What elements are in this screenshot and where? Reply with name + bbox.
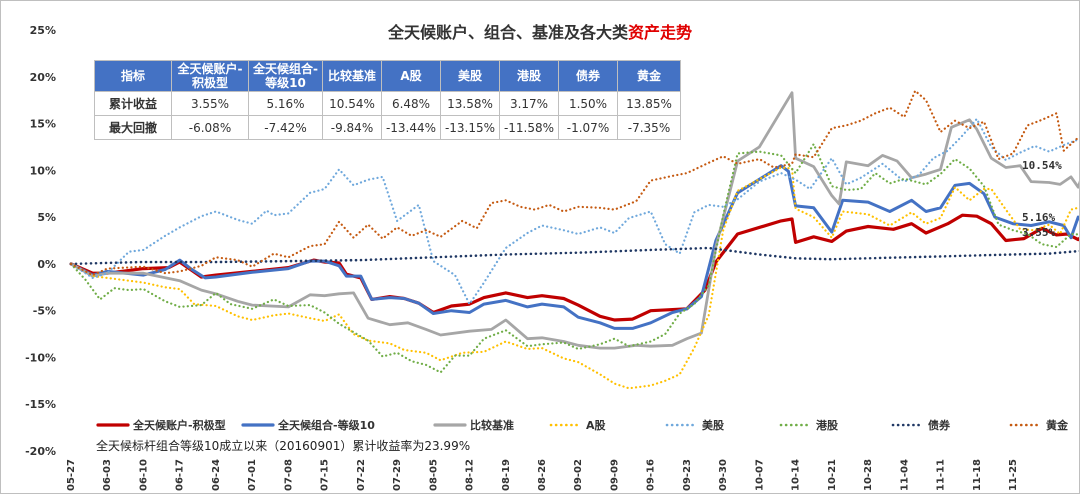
x-tick-label: 07-29 bbox=[392, 459, 403, 491]
x-tick-label: 11-25 bbox=[1008, 459, 1019, 491]
x-tick-label: 06-24 bbox=[211, 459, 222, 491]
series-line-1 bbox=[69, 164, 1079, 330]
stats-cell: -13.15% bbox=[440, 115, 500, 140]
stats-header-row: 指标 全天候账户-积极型 全天候组合-等级10 比较基准 A股 美股 港股 债券… bbox=[94, 60, 681, 92]
stats-cell: 6.48% bbox=[381, 91, 441, 116]
stats-col-header: 黄金 bbox=[617, 60, 681, 92]
series-line-0 bbox=[69, 213, 1079, 322]
y-tick-label: 5% bbox=[37, 211, 56, 224]
stats-cell: -7.35% bbox=[617, 115, 681, 140]
series-line-4 bbox=[69, 117, 1079, 306]
x-tick-label: 07-15 bbox=[320, 459, 331, 491]
y-tick-label: -15% bbox=[25, 398, 56, 411]
stats-cell: -7.42% bbox=[248, 115, 323, 140]
x-tick-label: 10-07 bbox=[754, 459, 765, 491]
y-tick-label: 15% bbox=[30, 118, 56, 131]
stats-cell: 5.16% bbox=[248, 91, 323, 116]
x-tick-label: 08-19 bbox=[501, 459, 512, 491]
series-line-6 bbox=[69, 246, 1079, 266]
y-tick-label: -10% bbox=[25, 351, 56, 364]
legend-label: 美股 bbox=[702, 418, 725, 432]
series-line-3 bbox=[69, 166, 1079, 390]
y-tick-label: 20% bbox=[30, 71, 56, 84]
chart-title-main: 全天候账户、组合、基准及各大类 bbox=[387, 23, 628, 42]
stats-cell: 10.54% bbox=[322, 91, 382, 116]
stats-row-label: 最大回撤 bbox=[94, 115, 172, 140]
legend-label: 全天候组合-等级10 bbox=[277, 418, 375, 432]
x-tick-label: 11-18 bbox=[972, 459, 983, 491]
series-line-7 bbox=[69, 89, 1079, 277]
chart-title: 全天候账户、组合、基准及各大类资产走势 bbox=[1, 19, 1079, 43]
stats-table: 指标 全天候账户-积极型 全天候组合-等级10 比较基准 A股 美股 港股 债券… bbox=[94, 60, 681, 140]
series-line-2 bbox=[69, 91, 1079, 350]
end-value-label: 5.16% bbox=[1022, 211, 1055, 224]
stats-cell: -11.58% bbox=[499, 115, 559, 140]
y-tick-label: 10% bbox=[30, 164, 56, 177]
legend-label: 债券 bbox=[928, 418, 951, 432]
y-tick-label: 25% bbox=[30, 24, 56, 37]
chart-title-accent: 资产走势 bbox=[628, 23, 693, 42]
x-tick-label: 07-22 bbox=[356, 459, 367, 491]
stats-col-header: 比较基准 bbox=[322, 60, 382, 92]
stats-cell: 13.58% bbox=[440, 91, 500, 116]
stats-cell: 3.55% bbox=[171, 91, 249, 116]
y-tick-label: -20% bbox=[25, 445, 56, 458]
stats-col-header: 港股 bbox=[499, 60, 559, 92]
stats-cell: -1.07% bbox=[558, 115, 618, 140]
legend-label: 全天候账户-积极型 bbox=[132, 418, 226, 432]
stats-col-header: 债券 bbox=[558, 60, 618, 92]
x-tick-label: 11-04 bbox=[899, 459, 910, 491]
stats-col-header: 美股 bbox=[440, 60, 500, 92]
stats-row-cumulative: 累计收益 3.55% 5.16% 10.54% 6.48% 13.58% 3.1… bbox=[94, 91, 681, 116]
stats-cell: -6.08% bbox=[171, 115, 249, 140]
x-tick-label: 10-21 bbox=[827, 459, 838, 491]
x-tick-label: 07-08 bbox=[283, 459, 294, 491]
x-tick-label: 07-01 bbox=[247, 459, 258, 491]
stats-col-header: 全天候账户-积极型 bbox=[171, 60, 249, 92]
end-value-label: 3.55% bbox=[1022, 226, 1055, 239]
x-tick-label: 08-26 bbox=[537, 459, 548, 491]
legend-label: 比较基准 bbox=[470, 418, 514, 432]
x-tick-label: 09-09 bbox=[609, 459, 620, 491]
stats-cell: 3.17% bbox=[499, 91, 559, 116]
y-tick-label: -5% bbox=[33, 305, 56, 318]
x-tick-label: 06-17 bbox=[175, 459, 186, 491]
x-tick-label: 09-02 bbox=[573, 459, 584, 491]
x-tick-label: 08-05 bbox=[428, 459, 439, 491]
x-tick-label: 09-16 bbox=[646, 459, 657, 491]
x-tick-label: 06-10 bbox=[138, 459, 149, 491]
end-value-label: 10.54% bbox=[1022, 159, 1062, 172]
legend-label: 黄金 bbox=[1046, 418, 1069, 432]
stats-row-drawdown: 最大回撤 -6.08% -7.42% -9.84% -13.44% -13.15… bbox=[94, 115, 681, 140]
stats-row-label: 累计收益 bbox=[94, 91, 172, 116]
x-tick-label: 09-30 bbox=[718, 459, 729, 491]
x-tick-label: 10-28 bbox=[863, 459, 874, 491]
x-tick-label: 08-12 bbox=[465, 459, 476, 491]
inception-caption: 全天候标杆组合等级10成立以来（20160901）累计收益率为23.99% bbox=[96, 439, 471, 453]
stats-cell: -13.44% bbox=[381, 115, 441, 140]
x-tick-label: 11-11 bbox=[936, 459, 947, 491]
stats-col-header: 全天候组合-等级10 bbox=[248, 60, 323, 92]
stats-col-header: A股 bbox=[381, 60, 441, 92]
x-tick-label: 10-14 bbox=[791, 459, 802, 491]
stats-cell: 1.50% bbox=[558, 91, 618, 116]
stats-header-label: 指标 bbox=[94, 60, 172, 92]
stats-cell: 13.85% bbox=[617, 91, 681, 116]
x-tick-label: 09-23 bbox=[682, 459, 693, 491]
legend-label: 港股 bbox=[816, 418, 839, 432]
stats-cell: -9.84% bbox=[322, 115, 382, 140]
y-tick-label: 0% bbox=[37, 258, 56, 271]
x-tick-label: 05-27 bbox=[66, 459, 77, 491]
x-tick-label: 06-03 bbox=[102, 459, 113, 491]
legend-label: A股 bbox=[586, 419, 607, 432]
